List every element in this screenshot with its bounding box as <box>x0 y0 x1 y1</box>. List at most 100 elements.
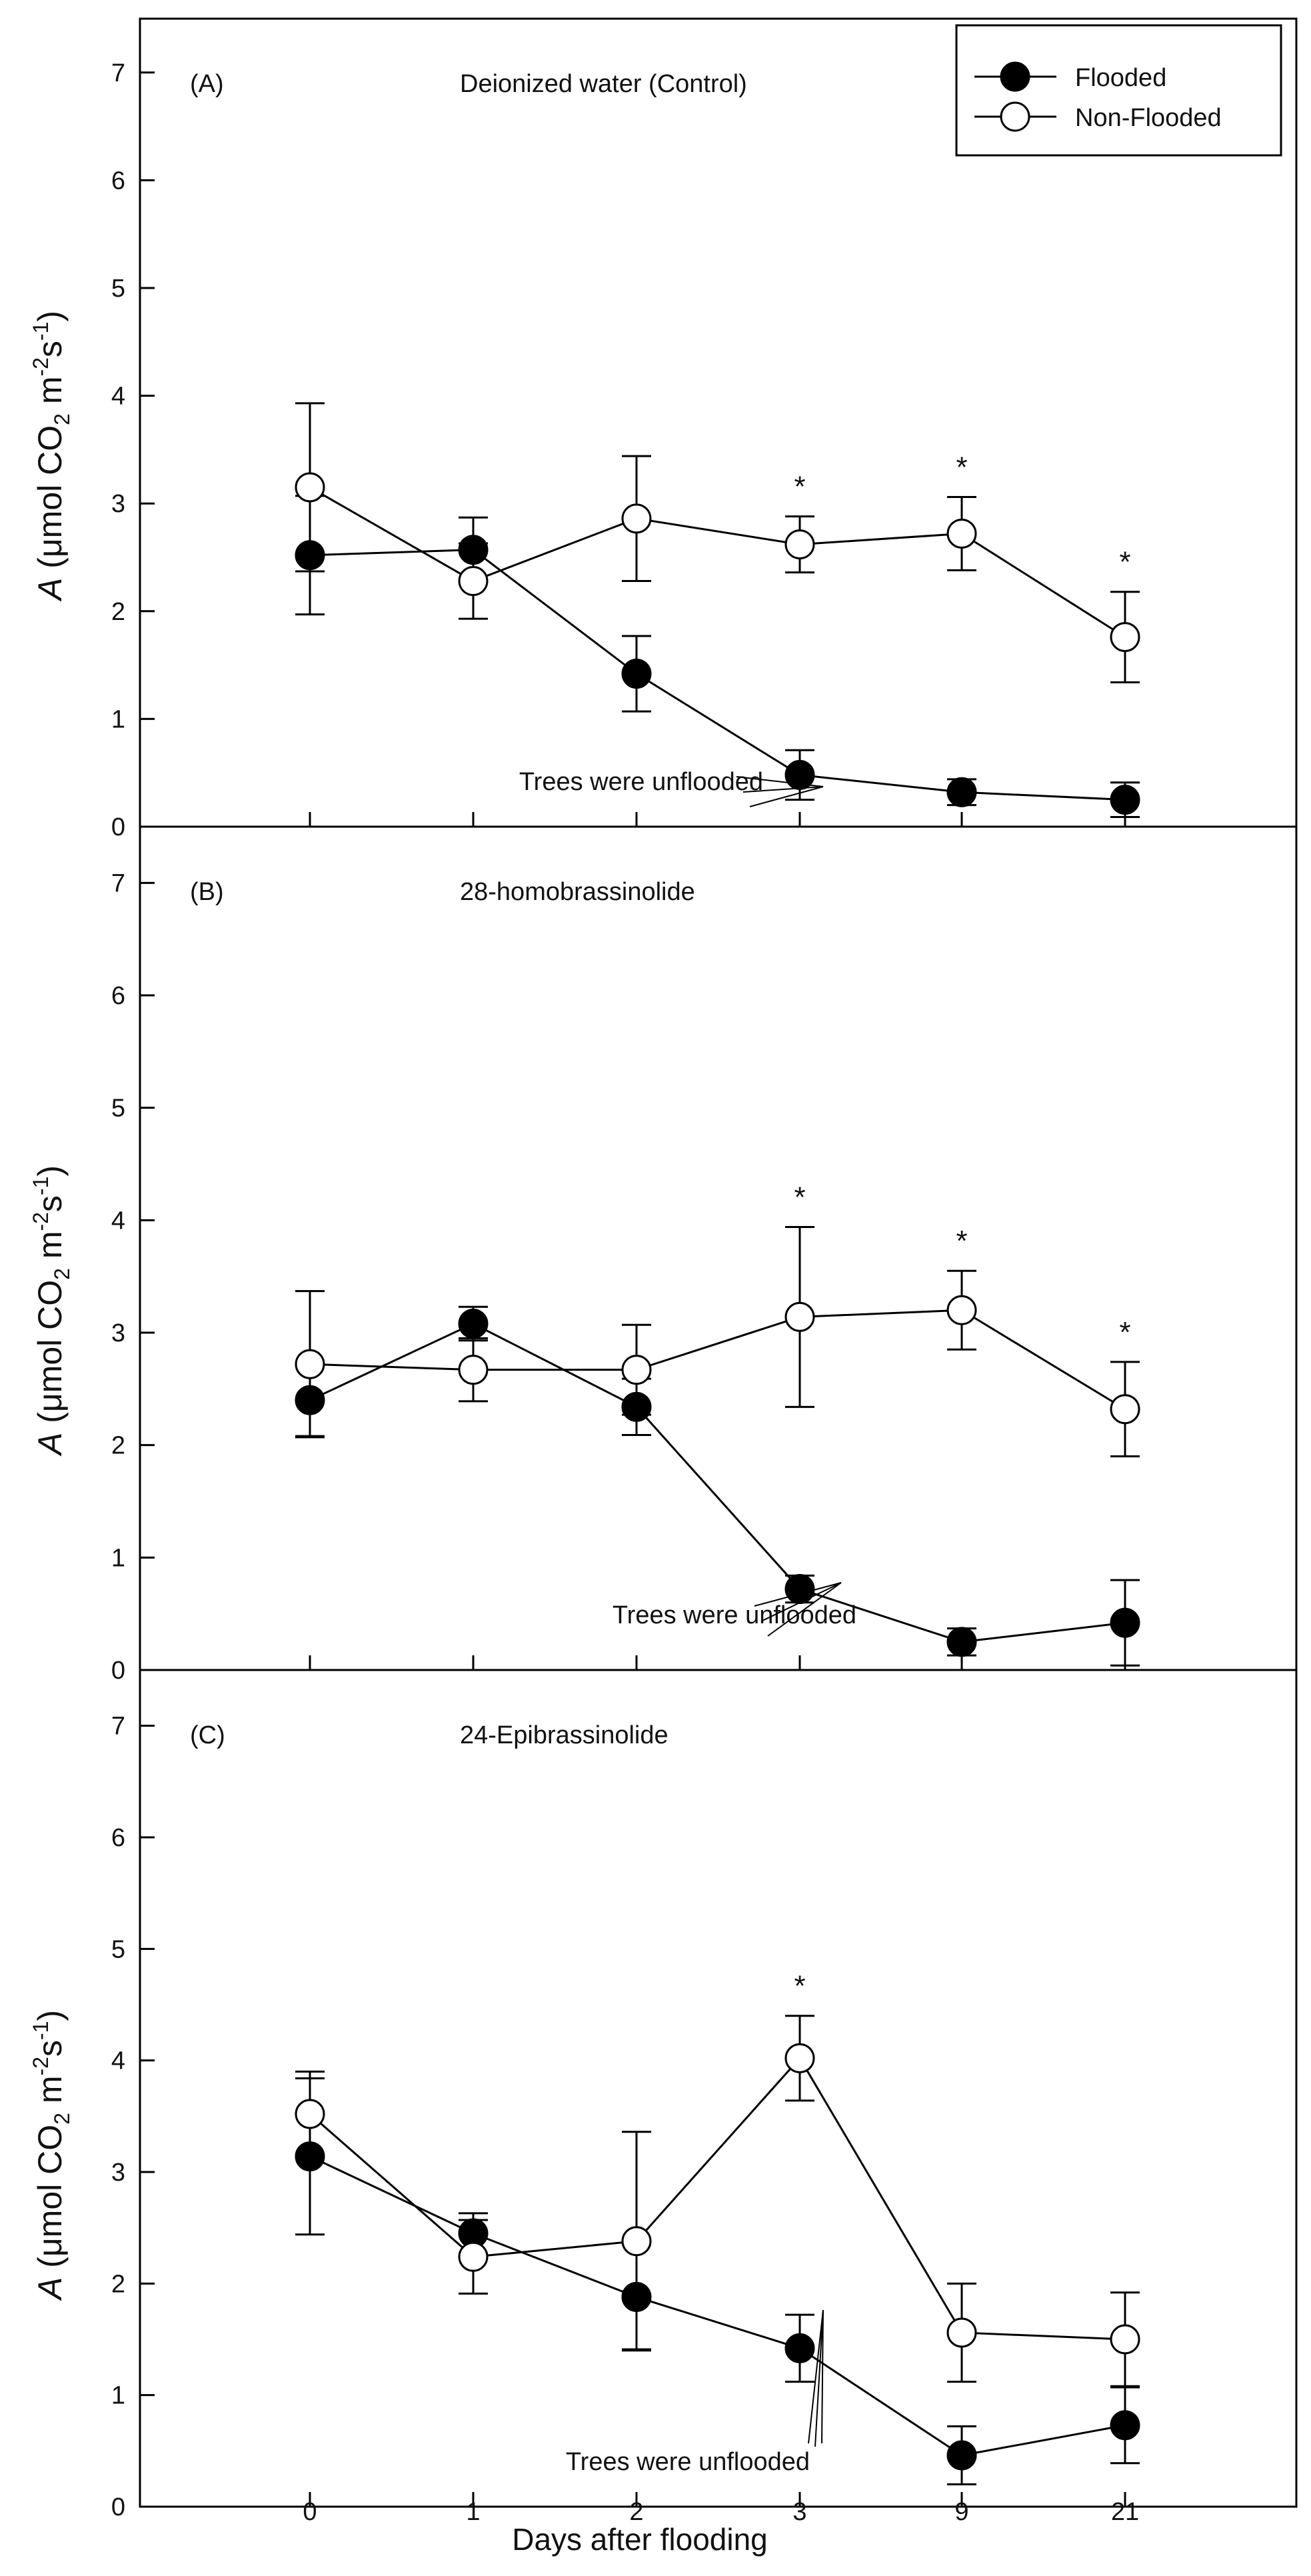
y-axis-title-text: A (μmol CO2 m-2s-1) <box>29 2010 74 2301</box>
chart-canvas: A (μmol CO2 m-2s-1) A (μmol CO2 m-2s-1) … <box>0 0 1311 2573</box>
y-tick-label: 3 <box>111 490 125 518</box>
annotation-text: Trees were unflooded <box>519 768 763 796</box>
nonflooded-point <box>459 567 487 595</box>
significance-star: * <box>794 1970 805 2003</box>
figure: A (μmol CO2 m-2s-1) A (μmol CO2 m-2s-1) … <box>0 0 1311 2573</box>
y-tick-label: 7 <box>111 59 125 87</box>
panel-title: Deionized water (Control) <box>460 70 747 98</box>
y-tick-label: 4 <box>111 383 125 411</box>
panel-b: 0 1 2 3 4 5 6 7 (B) 28-homobrassinolide * * * Trees w… <box>111 827 1296 1685</box>
flooded-point <box>296 1386 324 1414</box>
significance-star: * <box>794 471 805 503</box>
flooded-point <box>948 2441 976 2469</box>
flooded-point <box>623 2283 651 2311</box>
y-tick-label: 5 <box>111 1095 125 1123</box>
nonflooded-point <box>459 1356 487 1384</box>
flooded-point <box>459 1310 487 1338</box>
flooded-point <box>459 536 487 564</box>
flooded-point <box>623 660 651 688</box>
y-tick-label: 1 <box>111 705 125 733</box>
y-tick-label: 5 <box>111 1935 125 1963</box>
x-tick-label: 21 <box>1111 2498 1139 2526</box>
y-tick-label: 4 <box>111 1207 125 1235</box>
significance-star: * <box>794 1181 805 1213</box>
nonflooded-series-line <box>310 1310 1125 1409</box>
nonflooded-series-line <box>310 2058 1125 2339</box>
nonflooded-point <box>948 2319 976 2347</box>
panel-frame <box>140 1670 1296 2507</box>
y-tick-label: 3 <box>111 2159 125 2187</box>
legend: Flooded Non-Flooded <box>956 25 1281 155</box>
nonflooded-point <box>948 1296 976 1324</box>
nonflooded-point <box>623 505 651 533</box>
y-axis-title-a: A (μmol CO2 m-2s-1) <box>29 311 74 602</box>
nonflooded-point <box>296 473 324 501</box>
y-axis-title-text: A (μmol CO2 m-2s-1) <box>29 1165 74 1457</box>
flooded-point <box>623 1393 651 1421</box>
nonflooded-point <box>296 1350 324 1378</box>
x-tick-label: 0 <box>303 2498 317 2526</box>
x-axis-title: Days after flooding <box>512 2522 768 2557</box>
significance-star: * <box>956 451 967 484</box>
panel-frame <box>140 827 1296 1670</box>
flooded-point <box>786 2334 814 2362</box>
y-tick-label: 5 <box>111 275 125 303</box>
y-tick-label: 0 <box>111 1657 125 1685</box>
y-tick-label: 7 <box>111 1713 125 1741</box>
flooded-point <box>296 2143 324 2171</box>
y-tick-label: 4 <box>111 2047 125 2075</box>
y-tick-label: 2 <box>111 2270 125 2298</box>
nonflooded-point <box>459 2243 487 2271</box>
flooded-series-line <box>310 550 1125 800</box>
legend-flooded-label: Flooded <box>1075 64 1166 92</box>
nonflooded-point <box>948 519 976 547</box>
legend-nonflooded-marker <box>1001 103 1029 131</box>
panel-title: 24-Epibrassinolide <box>460 1721 668 1749</box>
legend-flooded-marker <box>1001 63 1029 91</box>
significance-star: * <box>956 1225 967 1257</box>
y-tick-label: 2 <box>111 1432 125 1460</box>
nonflooded-point <box>623 2227 651 2255</box>
annotation-text: Trees were unflooded <box>566 2448 810 2476</box>
significance-star: * <box>1119 1316 1130 1349</box>
panel-label: (A) <box>190 70 224 98</box>
panel-label: (B) <box>190 878 224 906</box>
panel-title: 28-homobrassinolide <box>460 878 695 906</box>
nonflooded-point <box>296 2100 324 2128</box>
flooded-point <box>296 541 324 569</box>
y-tick-label: 1 <box>111 2382 125 2410</box>
y-tick-label: 2 <box>111 598 125 626</box>
nonflooded-point <box>1111 1395 1139 1423</box>
annotation-arrow <box>808 2310 823 2447</box>
flooded-point <box>1111 1609 1139 1637</box>
y-tick-label: 6 <box>111 1824 125 1852</box>
annotation-text: Trees were unflooded <box>613 1601 856 1629</box>
y-axis-title-b: A (μmol CO2 m-2s-1) <box>29 1165 74 1457</box>
nonflooded-point <box>1111 2325 1139 2353</box>
y-tick-label: 3 <box>111 1319 125 1347</box>
y-axis-title-text: A (μmol CO2 m-2s-1) <box>29 311 74 602</box>
legend-nonflooded-label: Non-Flooded <box>1075 104 1222 132</box>
y-axis-title-c: A (μmol CO2 m-2s-1) <box>29 2010 74 2301</box>
flooded-point <box>948 1628 976 1656</box>
panel-c: 01234567 (C) 24-Epibrassinolide*Trees were… <box>111 1670 1296 2521</box>
nonflooded-point <box>786 531 814 559</box>
nonflooded-point <box>786 2044 814 2072</box>
y-tick-label: 7 <box>111 869 125 897</box>
flooded-series-line <box>310 1324 1125 1642</box>
flooded-point <box>1111 786 1139 814</box>
x-tick-label: 3 <box>792 2498 806 2526</box>
y-tick-label: 6 <box>111 167 125 195</box>
y-tick-label: 1 <box>111 1544 125 1572</box>
flooded-point <box>948 778 976 806</box>
nonflooded-point <box>623 1356 651 1384</box>
y-tick-label: 0 <box>111 2493 125 2521</box>
x-tick-label: 9 <box>954 2498 968 2526</box>
y-tick-label: 0 <box>111 813 125 841</box>
x-tick-label: 2 <box>629 2498 643 2526</box>
nonflooded-point <box>786 1303 814 1331</box>
flooded-series-line <box>310 2157 1125 2455</box>
flooded-point <box>1111 2411 1139 2439</box>
nonflooded-point <box>1111 623 1139 651</box>
x-tick-label: 1 <box>466 2498 480 2526</box>
